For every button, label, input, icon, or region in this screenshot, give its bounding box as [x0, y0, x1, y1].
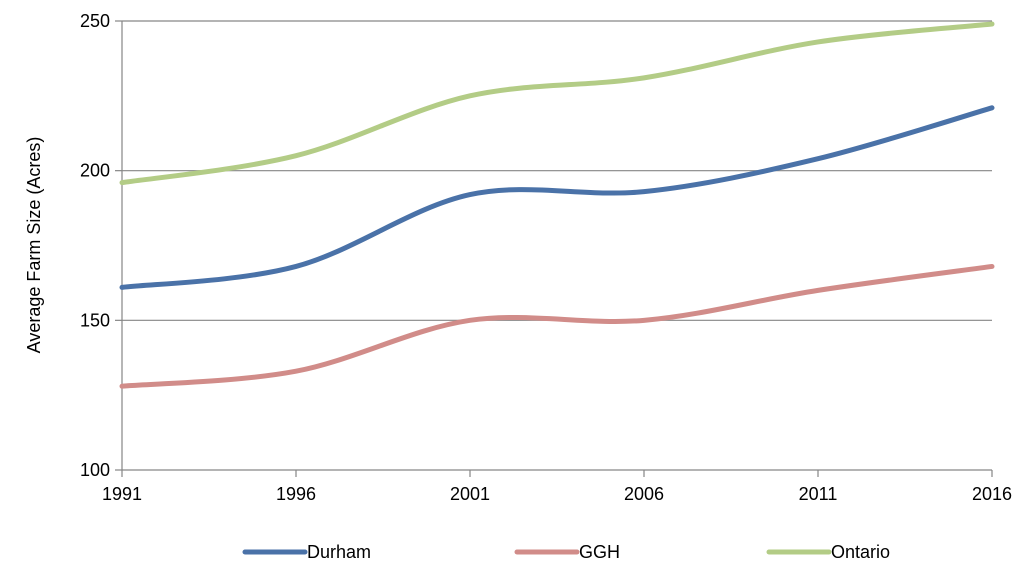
x-tick-label: 1996 [276, 484, 316, 504]
y-tick-labels: 100 150 200 250 [80, 11, 122, 480]
series-line-ggh [119, 263, 995, 389]
y-tick-label: 250 [80, 11, 110, 31]
legend-label-ontario: Ontario [831, 542, 890, 562]
y-tick-label: 150 [80, 310, 110, 330]
legend-label-durham: Durham [307, 542, 371, 562]
legend-label-ggh: GGH [579, 542, 620, 562]
x-tick-label: 2006 [624, 484, 664, 504]
series-lines [119, 21, 995, 389]
y-axis-title: Average Farm Size (Acres) [24, 137, 44, 354]
x-tick-label: 2001 [450, 484, 490, 504]
x-tick-label: 1991 [102, 484, 142, 504]
legend: Durham GGH Ontario [242, 542, 890, 562]
axes [121, 21, 992, 471]
series-line-ontario [119, 21, 995, 186]
series-line-durham [119, 105, 995, 290]
x-tick-label: 2016 [972, 484, 1012, 504]
y-tick-label: 200 [80, 161, 110, 181]
x-tick-label: 2011 [799, 484, 838, 504]
y-tick-label: 100 [80, 460, 110, 480]
x-tick-labels: 1991 1996 2001 2006 2011 2016 [102, 470, 1012, 504]
